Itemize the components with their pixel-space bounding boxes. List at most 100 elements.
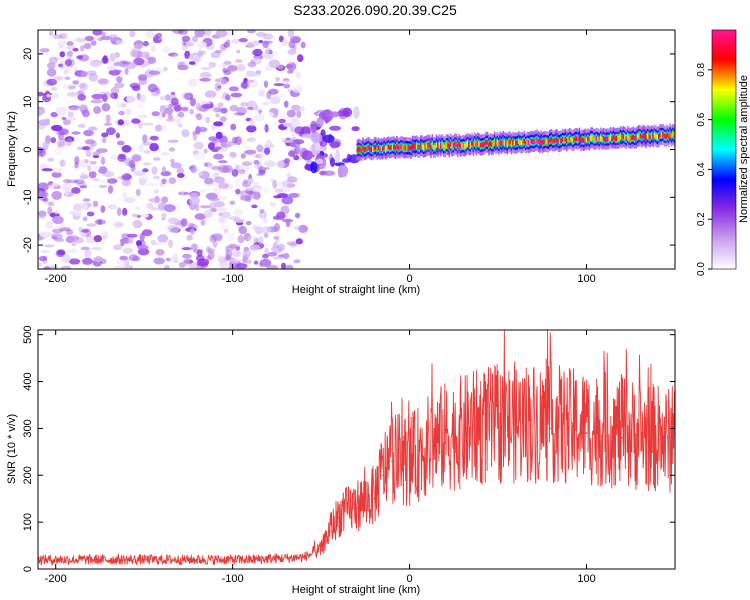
- spectrogram-cell: [188, 53, 200, 62]
- spectrogram-cell: [432, 145, 435, 150]
- spectrogram-cell: [110, 92, 118, 99]
- spectrogram-cell: [658, 134, 660, 139]
- spectrogram-cell: [48, 56, 59, 64]
- spectrogram-cell: [258, 39, 263, 44]
- spectrogram-cell: [424, 144, 426, 149]
- spectrogram-cell: [262, 33, 274, 40]
- spectrogram-cell: [273, 222, 281, 232]
- spectrogram-cell: [475, 142, 477, 147]
- spectrogram-cell: [102, 93, 108, 102]
- spectrogram-cell: [214, 176, 225, 184]
- spectrogram-cell: [526, 139, 528, 145]
- spectrogram-cell: [150, 207, 160, 211]
- spectrogram-cell: [294, 212, 301, 219]
- spectrogram-cell: [97, 219, 103, 225]
- spectrogram-cell: [536, 137, 538, 143]
- spectrogram-cell: [213, 121, 224, 127]
- spectrogram-cell: [133, 57, 145, 66]
- spectrogram-cell: [258, 109, 262, 114]
- colorbar-gradient: [712, 30, 736, 269]
- spectrogram-cell: [203, 148, 208, 154]
- spectrogram-cell: [641, 134, 643, 140]
- spectrogram-cell: [451, 143, 453, 149]
- snr-data-point: [550, 427, 552, 430]
- spectrogram-cell: [137, 114, 148, 119]
- spectrogram-cell: [129, 30, 136, 38]
- snr-data-point: [382, 474, 384, 477]
- colorbar-tick-label: 0.0: [696, 262, 707, 276]
- spectrogram-cell: [408, 145, 411, 151]
- spectrogram-cell: [667, 134, 670, 139]
- spectrogram-cell: [57, 140, 62, 149]
- spectrogram-cell: [119, 255, 129, 261]
- spectrogram-cell: [235, 263, 248, 269]
- spectrogram-cell: [175, 204, 183, 213]
- spectrogram-cell: [454, 141, 456, 147]
- spectrogram-cell: [150, 45, 156, 52]
- spectrogram-cell: [208, 142, 215, 151]
- spectrogram-cell: [100, 231, 109, 240]
- spectrogram-cell: [154, 124, 162, 132]
- y-tick-label: -10: [22, 189, 34, 205]
- spectrogram-cell: [93, 151, 101, 155]
- spectrogram-cell: [281, 218, 294, 223]
- spectrogram-cell: [394, 146, 397, 151]
- spectrogram-cell: [126, 94, 136, 104]
- spectrogram-cell: [62, 138, 71, 142]
- spectrogram-cell: [113, 244, 123, 251]
- spectrogram-cell: [466, 140, 469, 146]
- spectrogram-cell: [215, 30, 228, 38]
- spectrogram-cell: [193, 141, 204, 150]
- spectrogram-cell: [666, 132, 669, 138]
- spectrogram-cell: [479, 142, 482, 148]
- spectrogram-cell: [44, 244, 55, 248]
- spectrogram-cell: [198, 170, 210, 180]
- spectrogram-cell: [79, 158, 90, 168]
- spectrogram-cell: [400, 144, 402, 150]
- spectrogram-cell: [68, 258, 81, 265]
- spectrogram-cell: [506, 141, 509, 147]
- spectrogram-cell: [281, 262, 286, 269]
- spectrogram-cell: [122, 61, 131, 65]
- spectrogram-cell: [43, 200, 55, 205]
- spectrogram-cell: [513, 140, 516, 146]
- spectrogram-cell: [269, 201, 277, 208]
- spectrogram-cell: [389, 145, 391, 151]
- spectrogram-cell: [81, 232, 87, 238]
- spectrogram-cell: [427, 142, 429, 148]
- spectrogram-cell: [90, 161, 97, 165]
- spectrogram-cell: [481, 142, 483, 148]
- spectrogram-cell: [248, 136, 256, 143]
- spectrogram-cell: [255, 32, 267, 37]
- spectrogram-cell: [137, 74, 148, 81]
- spectrogram-cell: [61, 182, 72, 192]
- spectrogram-cell: [519, 140, 521, 145]
- spectrogram-cell: [53, 148, 63, 155]
- spectrogram-cell: [85, 149, 91, 158]
- spectrogram-cell: [259, 258, 272, 267]
- snr-frame: [37, 329, 676, 570]
- spectrogram-cell: [160, 170, 171, 177]
- y-tick-label: 500: [22, 326, 34, 344]
- spectrogram-cell: [529, 139, 531, 145]
- spectrogram-cell: [245, 259, 252, 264]
- snr-series-line: [38, 330, 675, 566]
- spectrogram-cell: [50, 111, 58, 118]
- spectrogram-cell: [622, 134, 625, 139]
- spectrogram-cell: [51, 92, 59, 100]
- spectrogram-cell: [47, 62, 56, 70]
- spectrogram-cell: [362, 145, 364, 151]
- spectrogram-cell: [72, 80, 80, 85]
- colorbar: 0.0 0.2 0.4 0.6 0.8 Normalized spectral ampl…: [696, 29, 750, 276]
- spectrogram-cell: [605, 136, 608, 142]
- spectrogram-cell: [225, 94, 231, 101]
- spectrogram-cell: [80, 229, 89, 233]
- spectrogram-cell: [373, 145, 376, 151]
- spectrogram-cell: [483, 141, 486, 147]
- spectrogram-cell: [181, 45, 188, 51]
- spectrogram-cell: [231, 169, 239, 177]
- spectrogram-cell: [218, 261, 229, 269]
- spectrogram-cell: [51, 171, 62, 178]
- spectrogram-cell: [269, 144, 275, 148]
